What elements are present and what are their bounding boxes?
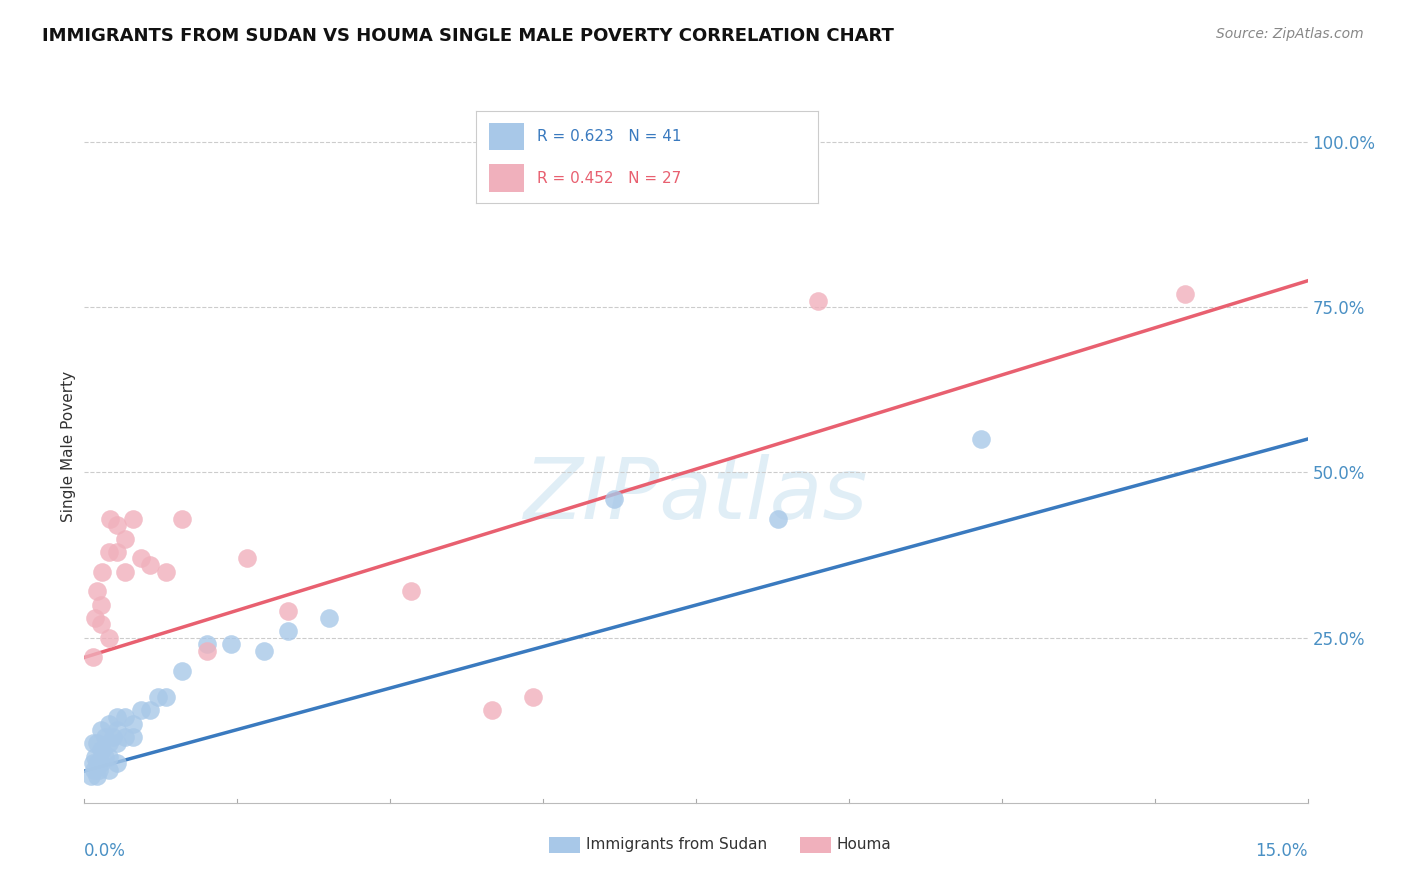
- Point: [83, 763, 105, 777]
- Point: [90, 743, 112, 757]
- Point: [766, 511, 789, 525]
- Point: [97, 749, 120, 764]
- Point: [97, 763, 120, 777]
- Y-axis label: Single Male Poverty: Single Male Poverty: [60, 370, 76, 522]
- Point: [219, 637, 242, 651]
- Point: [172, 511, 194, 525]
- Point: [101, 730, 124, 744]
- Point: [93, 749, 115, 764]
- Point: [90, 617, 112, 632]
- Point: [84, 749, 107, 764]
- Point: [105, 518, 128, 533]
- Point: [105, 545, 128, 559]
- Text: Source: ZipAtlas.com: Source: ZipAtlas.com: [1216, 27, 1364, 41]
- Point: [195, 644, 218, 658]
- Text: IMMIGRANTS FROM SUDAN VS HOUMA SINGLE MALE POVERTY CORRELATION CHART: IMMIGRANTS FROM SUDAN VS HOUMA SINGLE MA…: [42, 27, 894, 45]
- Point: [86, 769, 108, 783]
- Point: [122, 511, 145, 525]
- Text: ZIPatlas: ZIPatlas: [524, 454, 868, 538]
- Point: [122, 716, 145, 731]
- Point: [172, 664, 194, 678]
- Point: [86, 756, 108, 771]
- Text: Houma: Houma: [837, 837, 891, 852]
- Point: [82, 736, 104, 750]
- Point: [82, 650, 104, 665]
- Point: [86, 736, 108, 750]
- Point: [90, 723, 112, 738]
- Point: [146, 690, 169, 704]
- Point: [603, 491, 626, 506]
- Point: [97, 736, 120, 750]
- Point: [253, 644, 276, 658]
- Point: [91, 743, 114, 757]
- Point: [131, 703, 153, 717]
- Point: [693, 128, 716, 143]
- Point: [114, 565, 136, 579]
- Text: 0.0%: 0.0%: [84, 842, 127, 860]
- Point: [399, 584, 422, 599]
- Point: [97, 631, 120, 645]
- Point: [105, 723, 128, 738]
- Point: [90, 756, 112, 771]
- Point: [105, 710, 128, 724]
- Point: [105, 756, 128, 771]
- Point: [138, 703, 160, 717]
- Point: [1174, 287, 1197, 301]
- Bar: [800, 837, 831, 853]
- Point: [138, 558, 160, 572]
- Point: [195, 637, 218, 651]
- Text: 15.0%: 15.0%: [1256, 842, 1308, 860]
- Point: [90, 598, 112, 612]
- Point: [114, 532, 136, 546]
- Point: [86, 584, 108, 599]
- Point: [84, 611, 107, 625]
- Point: [114, 710, 136, 724]
- Point: [970, 433, 993, 447]
- Point: [97, 716, 120, 731]
- Point: [131, 551, 153, 566]
- Point: [155, 690, 177, 704]
- Point: [105, 736, 128, 750]
- Point: [236, 551, 259, 566]
- Point: [155, 565, 177, 579]
- Text: Immigrants from Sudan: Immigrants from Sudan: [586, 837, 768, 852]
- Point: [481, 703, 503, 717]
- Point: [82, 756, 104, 771]
- Point: [114, 730, 136, 744]
- Point: [97, 545, 120, 559]
- Point: [122, 730, 145, 744]
- Point: [807, 293, 830, 308]
- Point: [91, 565, 114, 579]
- Point: [318, 611, 340, 625]
- Point: [100, 511, 122, 525]
- Point: [277, 624, 299, 638]
- Point: [277, 604, 299, 618]
- Point: [80, 769, 103, 783]
- Bar: [550, 837, 579, 853]
- Point: [522, 690, 544, 704]
- Point: [93, 730, 115, 744]
- Point: [87, 763, 110, 777]
